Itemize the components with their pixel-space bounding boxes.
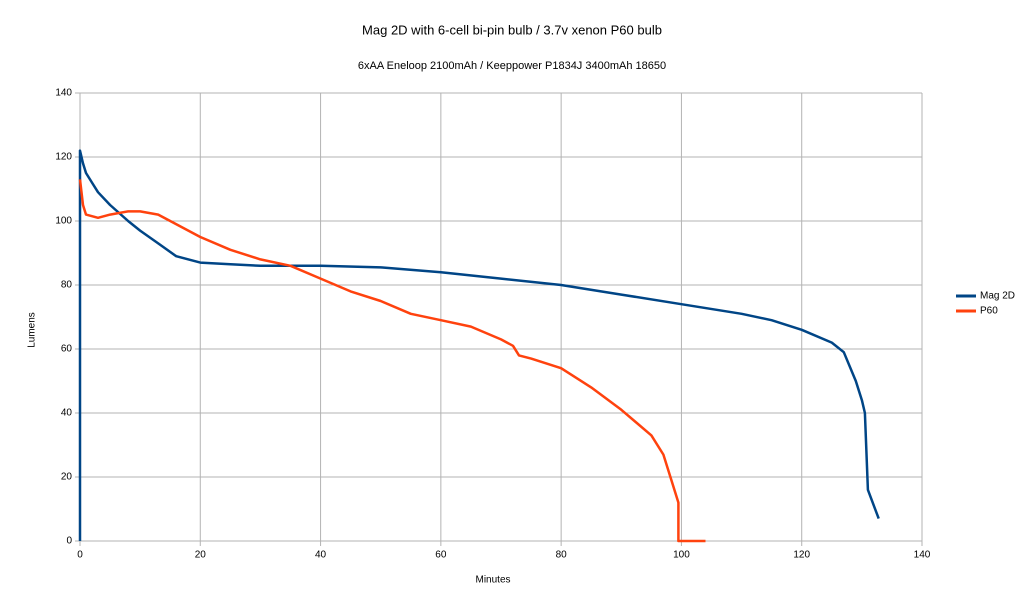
legend-label: P60: [980, 306, 998, 317]
x-tick-label: 60: [435, 550, 447, 561]
x-tick-label: 20: [195, 550, 207, 561]
y-tick-label: 0: [66, 536, 72, 547]
x-tick-label: 120: [793, 550, 810, 561]
y-tick-label: 100: [55, 216, 72, 227]
x-axis-label: Minutes: [475, 575, 510, 586]
y-tick-label: 20: [61, 472, 73, 483]
y-tick-label: 40: [61, 408, 73, 419]
chart-title: Mag 2D with 6-cell bi-pin bulb / 3.7v xe…: [362, 22, 662, 37]
data-line: [78, 179, 706, 543]
y-tick-label: 60: [61, 344, 73, 355]
x-tick-label: 40: [315, 550, 327, 561]
y-tick-label: 140: [55, 88, 72, 99]
x-tick-label: 80: [556, 550, 568, 561]
x-tick-label: 140: [914, 550, 931, 561]
y-axis-label: Lumens: [27, 312, 38, 348]
chart-subtitle: 6xAA Eneloop 2100mAh / Keeppower P1834J …: [358, 60, 666, 72]
y-tick-label: 80: [61, 280, 73, 291]
x-tick-label: 100: [673, 550, 690, 561]
legend-label: Mag 2D: [980, 291, 1015, 302]
y-tick-label: 120: [55, 152, 72, 163]
data-line: [78, 149, 880, 541]
x-tick-label: 0: [77, 550, 83, 561]
